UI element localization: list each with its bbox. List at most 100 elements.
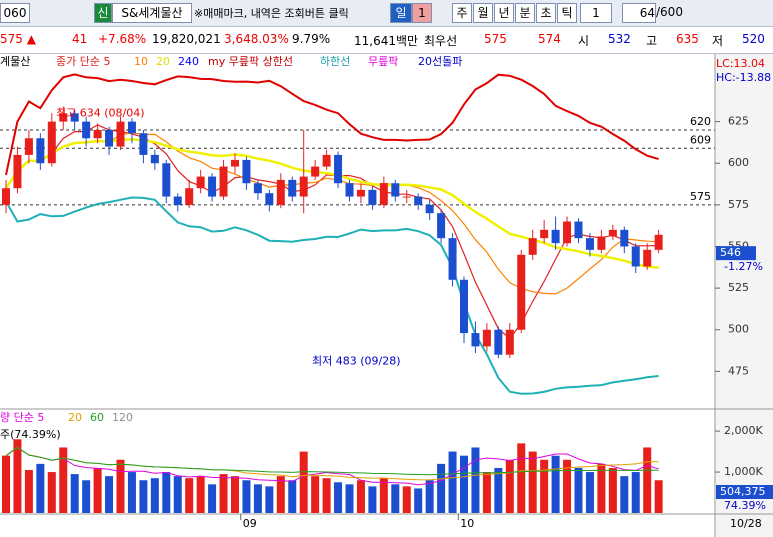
candle-body [231,159,239,167]
vol-last-box [716,485,773,499]
stock-name[interactable]: S&세계물산 [112,3,192,23]
candle-body [322,154,331,167]
period-tab[interactable]: 초 [536,3,556,23]
note: ※매매마크, 내역은 조회버튼 클릭 [194,7,349,20]
volume-bar [540,459,549,513]
vol-legend: 120 [112,411,133,424]
candle-body [460,279,468,334]
volume-bar [505,459,514,513]
volume-bar [608,467,617,513]
candle-body [265,193,274,205]
tick-n[interactable]: 1 [580,3,612,23]
volume-bar [414,488,423,513]
period-tab[interactable]: 틱 [557,3,577,23]
period-tab[interactable]: 분 [515,3,535,23]
v-tick-label: 1,000K [724,465,763,478]
volume-bar [208,484,217,513]
vol-legend: 량 단순 5 [0,411,44,424]
volume-bar [482,472,491,513]
vol-legend: 60 [90,411,104,424]
volume-bar [448,451,457,513]
volume-bar [59,447,68,513]
volume-bar [127,472,136,513]
legend-text: 20선돌파 [418,55,462,68]
low: 520 [742,32,765,46]
volume-bar [150,478,159,513]
volume-bar [253,484,262,513]
volume-bar [356,480,365,513]
code-input[interactable]: 060 [0,3,30,23]
vol-rate: 74.39% [724,499,766,512]
v-tick-label: 2,000K [724,424,763,437]
volume-bar [551,455,560,513]
volume-bar [471,447,480,513]
volume-bar [242,480,251,513]
candle-body [299,176,308,197]
period-tab[interactable]: 년 [494,3,514,23]
moving-average [4,137,659,269]
moving-average [5,132,659,295]
candle-body [196,176,205,189]
candle-body [139,133,148,155]
period-tab[interactable]: 주 [452,3,472,23]
candle-body [654,234,663,250]
candle-body [551,229,560,244]
volume-bar [24,470,33,513]
last-box [716,246,756,261]
candle-body [620,229,629,247]
candle-body [93,129,102,139]
candle-body [24,138,33,155]
candle-body [47,121,56,164]
best: 최우선 [424,34,458,48]
volume-bar [528,451,537,513]
last-price: 546 [720,246,741,259]
volume-bar [597,463,606,513]
candle-body [311,166,320,177]
chart: 계물산 종가 단순 5 10 20 240 my 무릎팍 상한선 하한선 무릎팍 20선돌파 LC… [0,54,773,537]
y-tick-label: 625 [728,115,749,128]
legend-text: 10 [134,55,148,68]
volume-ma [5,446,659,486]
legend-text: 20 [156,55,170,68]
period[interactable]: 일 [390,3,412,23]
volume-ma [5,446,659,476]
volume-bar [139,480,148,513]
total: /600 [656,5,683,19]
volume-bar [173,476,182,513]
rate: +7.68% [98,32,147,46]
low-label: 저 [712,34,724,48]
upper-band [5,73,659,176]
y-tick-label: 575 [728,198,749,211]
y-tick-label: 500 [728,323,749,336]
high: 635 [676,32,699,46]
candle-body [150,154,159,164]
candle-body [70,113,79,122]
volume-bar [265,486,274,513]
volume-bar [379,478,388,513]
volume-bar [231,476,239,513]
candle-body [82,121,91,139]
count[interactable]: 64 [622,3,656,23]
candle-body [528,238,537,255]
candle-body [482,329,491,347]
candle-body [540,229,549,239]
volume-bar [299,451,308,513]
moving-average [5,124,659,340]
volume-bar [574,467,583,513]
legend-text: my 무릎팍 상한선 [208,55,293,68]
legend-text: 하한선 [320,54,350,68]
date-label: 10 [460,517,474,530]
volume-bar [654,480,663,513]
volume-bar [116,459,125,513]
candle-body [437,213,446,239]
badge: 신 [94,3,112,23]
candle-body [379,183,388,205]
period-tab[interactable]: 월 [473,3,493,23]
volume-bar [620,476,629,513]
candle-body [563,221,572,244]
bid: 574 [538,32,561,46]
period-n[interactable]: 1 [412,3,432,23]
volume-bar [517,443,526,513]
volume-bar [13,439,22,513]
